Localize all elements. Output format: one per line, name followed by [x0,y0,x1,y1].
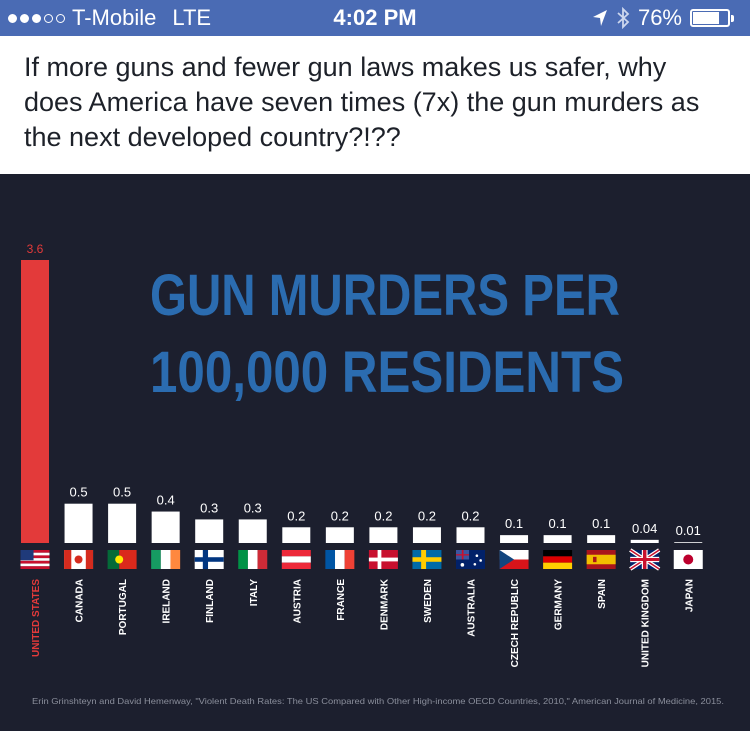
tick-label: ITALY [249,579,260,607]
austria-flag-icon [281,550,311,569]
chart-title-line2: 100,000 RESIDENTS [150,340,624,405]
bar [456,527,485,543]
chart-title-line1: GUN MURDERS PER [150,263,620,328]
data-label: 0.2 [374,508,392,523]
data-label: 0.2 [418,508,436,523]
italy-flag-icon [238,550,268,569]
tick-label: JAPAN [684,579,695,612]
tick-label: SWEDEN [423,579,434,623]
tick-label: PORTUGAL [118,579,129,635]
status-bar: T-Mobile LTE 4:02 PM 76% [0,0,750,36]
bar [151,511,180,543]
bar [108,503,137,543]
tick-label: FINLAND [205,579,216,623]
battery-icon [690,9,734,27]
carrier-name: T-Mobile [72,5,157,30]
data-label: 0.3 [244,500,262,515]
data-label: 0.4 [157,493,175,508]
location-arrow-icon [592,10,607,26]
tick-label: UNITED KINGDOM [641,579,652,667]
bar [282,527,311,543]
ireland-flag-icon [151,550,181,569]
signal-dot [56,13,65,23]
bar [543,535,572,543]
data-label: 0.2 [461,508,479,523]
czech-flag-icon [499,550,529,569]
post-text: If more guns and fewer gun laws makes us… [24,52,700,152]
data-label: 0.1 [505,516,523,531]
australia-flag-icon [456,550,485,569]
bar [238,519,267,543]
signal-dot [20,13,29,23]
data-label: 3.6 [27,242,44,256]
bluetooth-icon [617,7,630,29]
bar [630,539,659,543]
bar [369,527,398,543]
network-type: LTE [172,5,212,30]
data-label: 0.2 [331,508,349,523]
status-time: 4:02 PM [333,5,417,30]
bar [500,535,529,543]
spain-flag-icon [586,550,616,569]
tick-label: DENMARK [379,578,390,630]
data-label: 0.01 [676,523,701,538]
bar [21,260,49,543]
battery-percent: 76% [637,5,682,30]
bar [412,527,441,543]
japan-flag-icon [673,550,703,569]
signal-strength-icon [8,13,65,23]
bar [64,503,93,543]
bar-chart: GUN MURDERS PER 100,000 RESIDENTS 3.6 UNITE… [20,242,724,706]
data-label: 0.2 [287,508,305,523]
status-left: T-Mobile LTE [8,5,211,31]
sweden-flag-icon [412,550,442,569]
denmark-flag-icon [368,550,398,569]
signal-dot [44,13,53,23]
france-flag-icon [325,550,355,569]
tick-label: IRELAND [162,579,173,623]
data-label: 0.04 [632,521,657,536]
tick-label: AUSTRIA [292,579,303,623]
bar [195,519,224,543]
bar [674,542,703,543]
us-flag-icon [20,550,50,569]
signal-dot [8,13,17,23]
portugal-flag-icon [107,550,137,569]
finland-flag-icon [194,550,224,569]
signal-dot [32,13,41,23]
germany-flag-icon [543,550,573,569]
tick-label: AUSTRALIA [467,579,478,637]
bar [587,535,616,543]
source-citation: Erin Grinshteyn and David Hemenway, "Vio… [32,697,724,706]
infographic: GUN MURDERS PER 100,000 RESIDENTS 3.6 UNITE… [0,174,750,731]
data-label: 0.5 [113,485,131,500]
uk-flag-icon [629,548,661,571]
canada-flag-icon [64,550,94,569]
data-label: 0.3 [200,500,218,515]
tick-label: CZECH REPUBLIC [510,579,521,667]
bar [325,527,354,543]
tick-label: SPAIN [597,579,608,609]
tick-label: GERMANY [554,579,565,630]
data-label: 0.1 [592,516,610,531]
tick-label: UNITED STATES [31,579,42,657]
status-right: 76% [592,5,734,31]
tick-label: CANADA [75,579,86,622]
battery-level [693,12,719,24]
data-label: 0.1 [549,516,567,531]
tick-label: FRANCE [336,579,347,621]
data-label: 0.5 [70,485,88,500]
